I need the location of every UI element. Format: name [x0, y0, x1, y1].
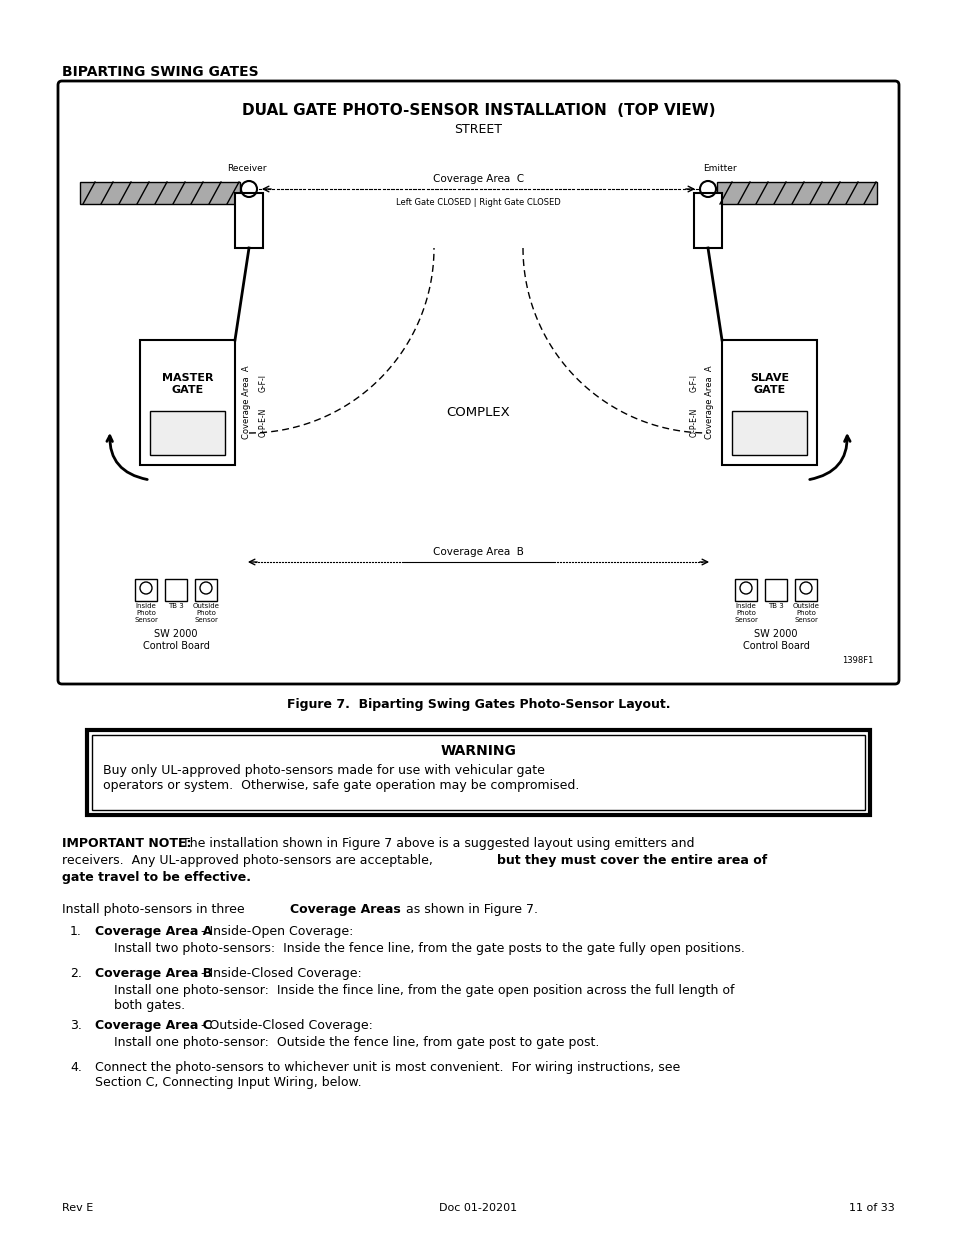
Text: Inside
Photo
Sensor: Inside Photo Sensor: [134, 603, 158, 622]
Text: - Inside-Closed Coverage:: - Inside-Closed Coverage:: [196, 967, 361, 981]
Text: Coverage Area A: Coverage Area A: [95, 925, 213, 939]
Text: G-F-I: G-F-I: [258, 373, 267, 391]
Text: Coverage Area  A: Coverage Area A: [242, 366, 252, 440]
Text: Figure 7.  Biparting Swing Gates Photo-Sensor Layout.: Figure 7. Biparting Swing Gates Photo-Se…: [287, 698, 670, 711]
Bar: [150, 411, 225, 454]
Text: SLAVE
GATE: SLAVE GATE: [749, 373, 788, 394]
Text: Outside
Photo
Sensor: Outside Photo Sensor: [193, 603, 219, 622]
Text: Connect the photo-sensors to whichever unit is most convenient.  For wiring inst: Connect the photo-sensors to whichever u…: [95, 1061, 679, 1089]
Text: SW 2000
Control Board: SW 2000 Control Board: [142, 629, 210, 651]
Text: DUAL GATE PHOTO-SENSOR INSTALLATION  (TOP VIEW): DUAL GATE PHOTO-SENSOR INSTALLATION (TOP…: [241, 103, 715, 119]
Text: Coverage Area  C: Coverage Area C: [433, 174, 523, 184]
Text: MASTER
GATE: MASTER GATE: [162, 373, 213, 394]
Bar: [693, 193, 721, 248]
Text: Install one photo-sensor:  Inside the fince line, from the gate open position ac: Install one photo-sensor: Inside the fin…: [113, 984, 734, 1011]
Text: 11 of 33: 11 of 33: [848, 1203, 894, 1213]
Text: BIPARTING SWING GATES: BIPARTING SWING GATES: [62, 65, 258, 79]
Text: 2.: 2.: [70, 967, 82, 981]
Text: - Outside-Closed Coverage:: - Outside-Closed Coverage:: [196, 1019, 373, 1032]
Text: Outside
Photo
Sensor: Outside Photo Sensor: [792, 603, 819, 622]
Text: Coverage Area C: Coverage Area C: [95, 1019, 212, 1032]
Text: Coverage Area  B: Coverage Area B: [433, 547, 523, 557]
Text: receivers.  Any UL-approved photo-sensors are acceptable,: receivers. Any UL-approved photo-sensors…: [62, 853, 436, 867]
Text: The installation shown in Figure 7 above is a suggested layout using emitters an: The installation shown in Figure 7 above…: [173, 837, 694, 850]
Text: STREET: STREET: [454, 124, 502, 136]
Bar: [717, 182, 876, 204]
Text: Left Gate CLOSED | Right Gate CLOSED: Left Gate CLOSED | Right Gate CLOSED: [395, 198, 560, 207]
Bar: [721, 340, 816, 466]
Bar: [764, 579, 786, 601]
Text: 1398F1: 1398F1: [841, 656, 872, 664]
Text: G-F-I: G-F-I: [689, 373, 698, 391]
Text: IMPORTANT NOTE:: IMPORTANT NOTE:: [62, 837, 192, 850]
Text: gate travel to be effective.: gate travel to be effective.: [62, 871, 251, 884]
Bar: [794, 579, 816, 601]
Text: Install one photo-sensor:  Outside the fence line, from gate post to gate post.: Install one photo-sensor: Outside the fe…: [113, 1036, 598, 1049]
Text: 3.: 3.: [70, 1019, 82, 1032]
Bar: [194, 579, 216, 601]
Text: Install two photo-sensors:  Inside the fence line, from the gate posts to the ga: Install two photo-sensors: Inside the fe…: [113, 942, 744, 955]
Text: Install photo-sensors in three: Install photo-sensors in three: [62, 903, 249, 916]
Text: TB 3: TB 3: [168, 603, 184, 609]
Text: Coverage Area B: Coverage Area B: [95, 967, 212, 981]
Bar: [87, 730, 869, 815]
Text: 1.: 1.: [70, 925, 82, 939]
Text: Coverage Areas: Coverage Areas: [290, 903, 400, 916]
Text: O-P-E-N: O-P-E-N: [689, 408, 698, 437]
Bar: [135, 579, 157, 601]
Bar: [91, 735, 864, 810]
Text: Inside
Photo
Sensor: Inside Photo Sensor: [733, 603, 757, 622]
Text: but they must cover the entire area of: but they must cover the entire area of: [497, 853, 766, 867]
Text: TB 3: TB 3: [767, 603, 783, 609]
Text: Buy only UL-approved photo-sensors made for use with vehicular gate
operators or: Buy only UL-approved photo-sensors made …: [103, 764, 578, 792]
Text: Coverage Area  A: Coverage Area A: [705, 366, 714, 440]
Text: WARNING: WARNING: [440, 743, 516, 758]
Text: Receiver: Receiver: [227, 164, 266, 173]
Text: COMPLEX: COMPLEX: [446, 406, 510, 419]
Bar: [234, 193, 263, 248]
Bar: [80, 182, 240, 204]
Text: O-P-E-N: O-P-E-N: [258, 408, 267, 437]
Bar: [165, 579, 187, 601]
Text: Doc 01-20201: Doc 01-20201: [439, 1203, 517, 1213]
Text: as shown in Figure 7.: as shown in Figure 7.: [401, 903, 537, 916]
Text: SW 2000
Control Board: SW 2000 Control Board: [741, 629, 808, 651]
FancyBboxPatch shape: [58, 82, 898, 684]
Text: 4.: 4.: [70, 1061, 82, 1074]
Text: Rev E: Rev E: [62, 1203, 93, 1213]
Text: Emitter: Emitter: [702, 164, 736, 173]
Bar: [731, 411, 806, 454]
Bar: [734, 579, 757, 601]
Text: - Inside-Open Coverage:: - Inside-Open Coverage:: [196, 925, 353, 939]
Bar: [140, 340, 234, 466]
